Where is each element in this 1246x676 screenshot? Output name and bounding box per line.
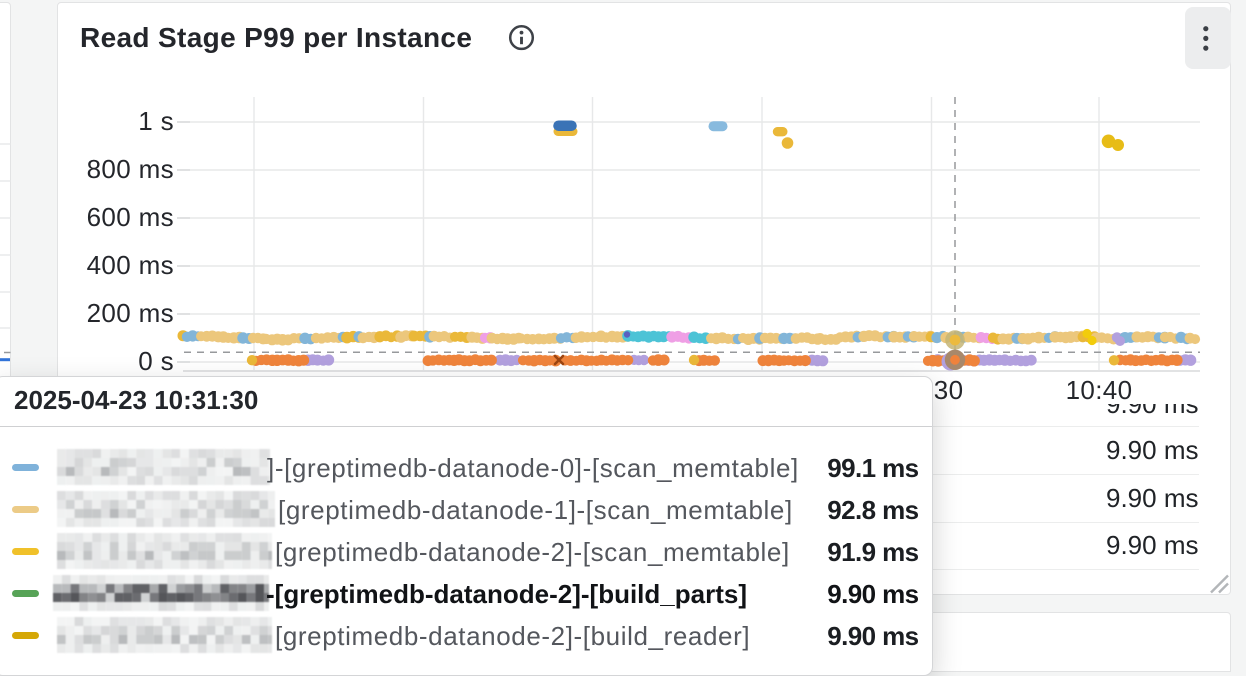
svg-text:1 s: 1 s — [138, 106, 174, 136]
svg-text:200 ms: 200 ms — [87, 298, 174, 328]
svg-text:10:40: 10:40 — [1066, 375, 1133, 405]
svg-text:800 ms: 800 ms — [87, 154, 174, 184]
svg-text:400 ms: 400 ms — [87, 250, 174, 280]
svg-text:600 ms: 600 ms — [87, 202, 174, 232]
svg-text:0 s: 0 s — [138, 346, 174, 376]
